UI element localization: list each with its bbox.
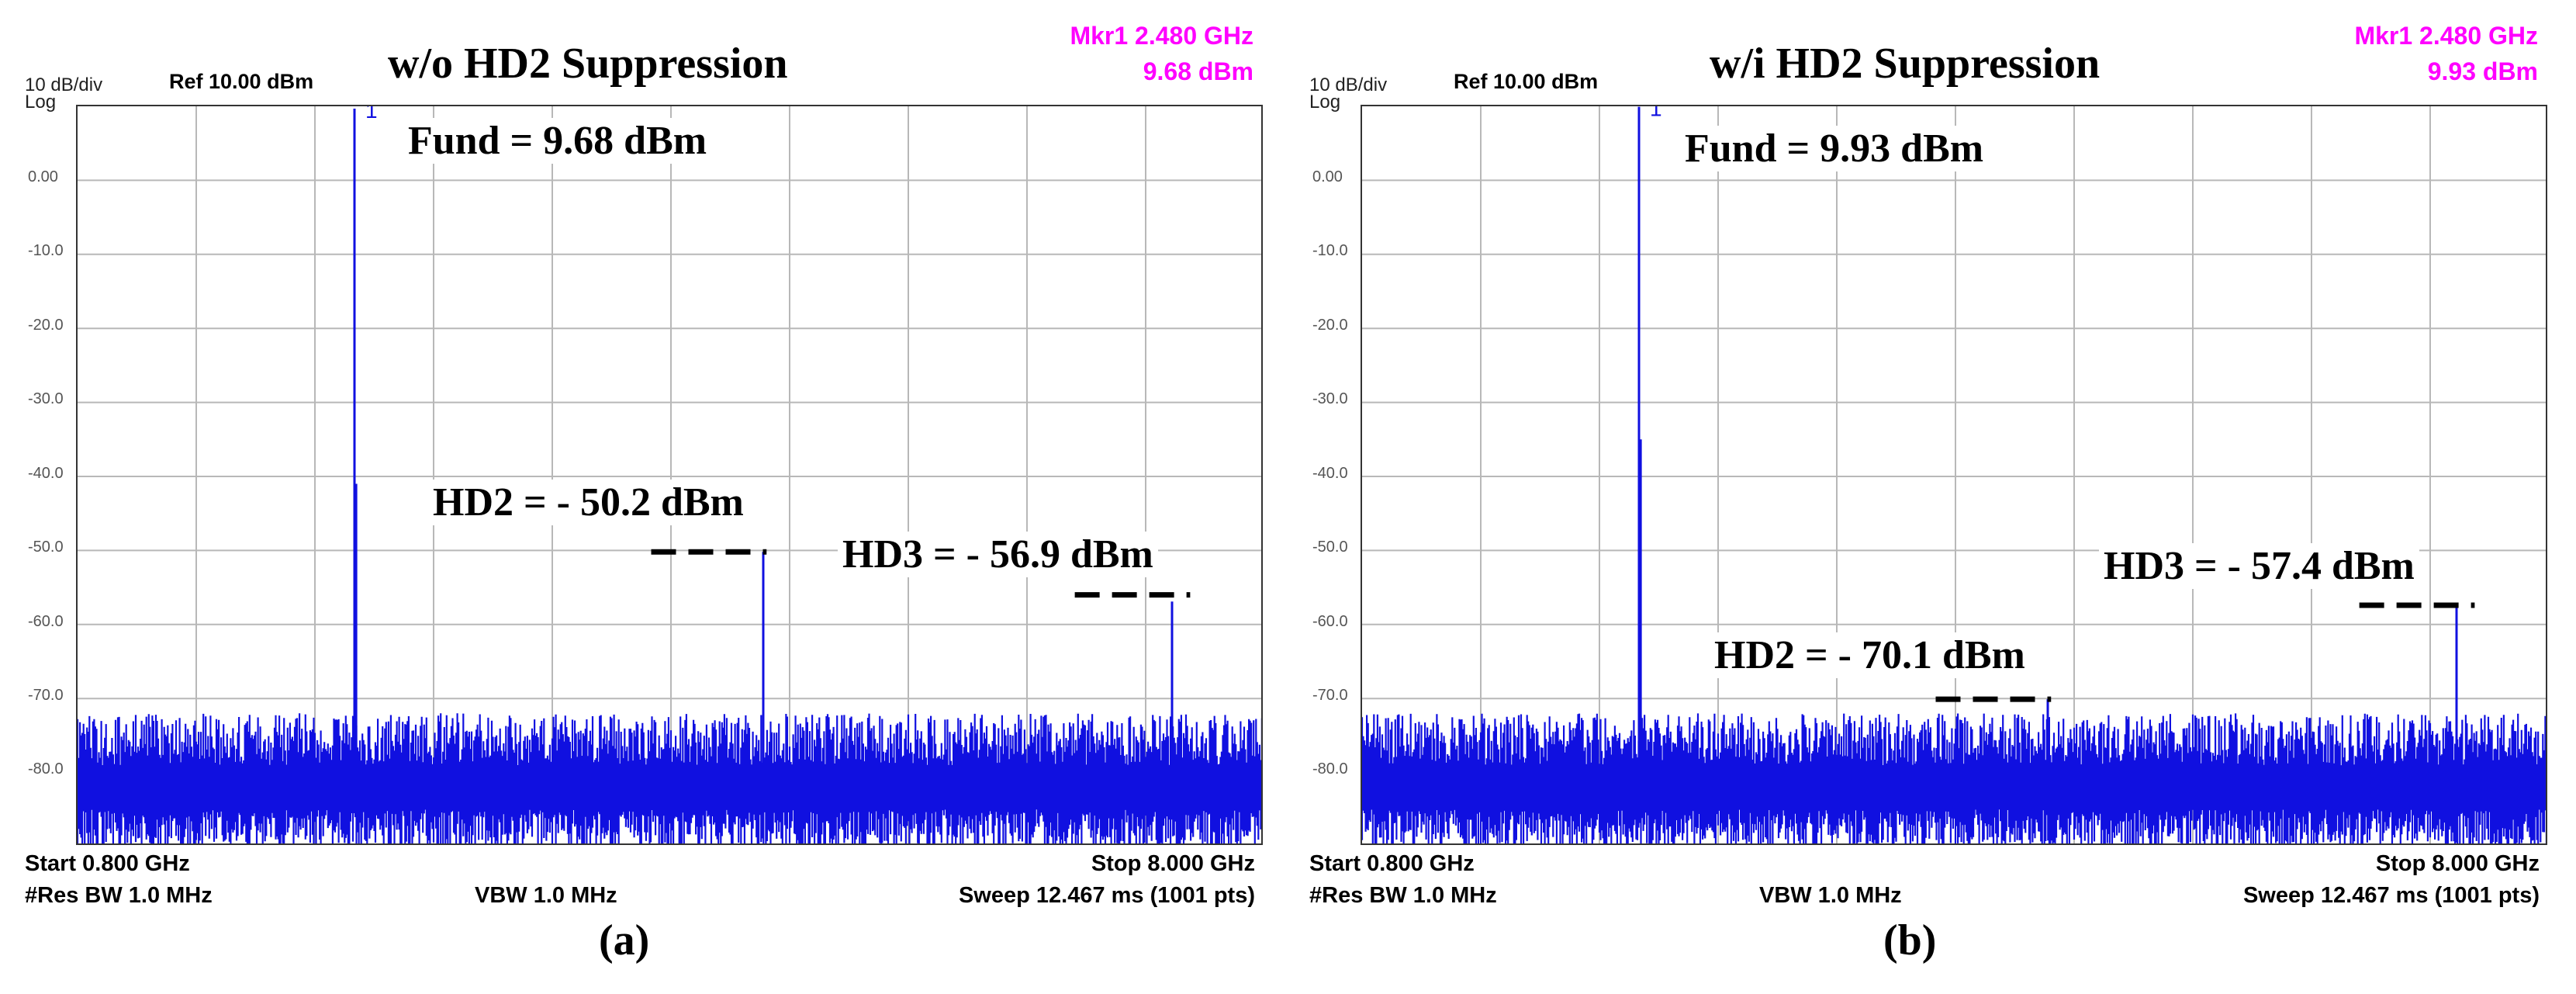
y-tick-label: -20.0 (28, 317, 64, 334)
stop-freq: Stop 8.000 GHz (2375, 851, 2540, 876)
panel-caption: (b) (1883, 916, 1937, 965)
fund-annotation: Fund = 9.68 dBm (403, 118, 712, 164)
marker-1-label: 1 (365, 106, 378, 123)
y-tick-label: -40.0 (28, 465, 64, 482)
y-tick-label: -50.0 (1312, 539, 1348, 556)
res-bw: #Res BW 1.0 MHz (1309, 883, 1497, 908)
marker-readout-level: 9.68 dBm (1143, 57, 1253, 85)
y-tick-label: -10.0 (1312, 242, 1348, 259)
y-tick-label: -60.0 (1312, 613, 1348, 630)
scale-label: 10 dB/div (1309, 74, 1388, 95)
y-tick-label: -40.0 (1312, 465, 1348, 482)
stop-freq: Stop 8.000 GHz (1091, 851, 1255, 876)
y-tick-label: -80.0 (28, 760, 64, 778)
fund-annotation: Fund = 9.93 dBm (1680, 126, 1989, 171)
res-bw: #Res BW 1.0 MHz (25, 883, 213, 908)
ref-level-label: Ref 10.00 dBm (1454, 70, 1599, 93)
plot-area: 1 (76, 105, 1263, 845)
y-tick-label: -30.0 (28, 390, 64, 407)
y-tick-label: 0.00 (1312, 168, 1343, 185)
noise-floor-trace (1362, 713, 2546, 843)
y-tick-label: -70.0 (28, 687, 64, 704)
y-tick-label: 0.00 (28, 168, 58, 185)
spectrum-panel-b: 10 dB/div Log Ref 10.00 dBm w/i HD2 Supp… (1285, 0, 2557, 994)
plot-area: 1 (1361, 105, 2547, 845)
y-tick-label: -50.0 (28, 539, 64, 556)
y-tick-label: -60.0 (28, 613, 64, 630)
scale-mode-label: Log (25, 92, 57, 113)
spectrum-svg: 1 (1362, 106, 2546, 843)
y-tick-label: -70.0 (1312, 687, 1348, 704)
panel-caption: (a) (599, 916, 650, 965)
chart-title: w/i HD2 Suppression (1710, 40, 2101, 88)
ref-level-label: Ref 10.00 dBm (169, 70, 314, 93)
vbw: VBW 1.0 MHz (1759, 883, 1902, 908)
scale-label: 10 dB/div (25, 74, 103, 95)
marker-readout-level: 9.93 dBm (2427, 57, 2538, 85)
marker-1-label: 1 (1650, 106, 1662, 121)
y-tick-label: -10.0 (28, 242, 64, 259)
hd2-annotation: HD2 = - 50.2 dBm (428, 480, 749, 525)
spectrum-svg: 1 (78, 106, 1261, 843)
scale-mode-label: Log (1309, 92, 1341, 113)
marker-readout-freq: Mkr1 2.480 GHz (2354, 22, 2538, 50)
noise-floor-trace (78, 713, 1261, 843)
vbw: VBW 1.0 MHz (475, 883, 617, 908)
y-tick-label: -80.0 (1312, 760, 1348, 778)
sweep-info: Sweep 12.467 ms (1001 pts) (958, 883, 1255, 908)
start-freq: Start 0.800 GHz (25, 851, 190, 876)
spectrum-panel-a: 10 dB/div Log Ref 10.00 dBm w/o HD2 Supp… (0, 0, 1272, 994)
marker-readout-freq: Mkr1 2.480 GHz (1070, 22, 1253, 50)
sweep-info: Sweep 12.467 ms (1001 pts) (2242, 883, 2540, 908)
chart-title: w/o HD2 Suppression (388, 40, 788, 88)
hd2-annotation: HD2 = - 70.1 dBm (1710, 632, 2030, 678)
y-tick-label: -30.0 (1312, 390, 1348, 407)
hd3-annotation: HD3 = - 56.9 dBm (838, 532, 1158, 577)
hd3-annotation: HD3 = - 57.4 dBm (2099, 543, 2419, 589)
start-freq: Start 0.800 GHz (1309, 851, 1475, 876)
y-tick-label: -20.0 (1312, 317, 1348, 334)
